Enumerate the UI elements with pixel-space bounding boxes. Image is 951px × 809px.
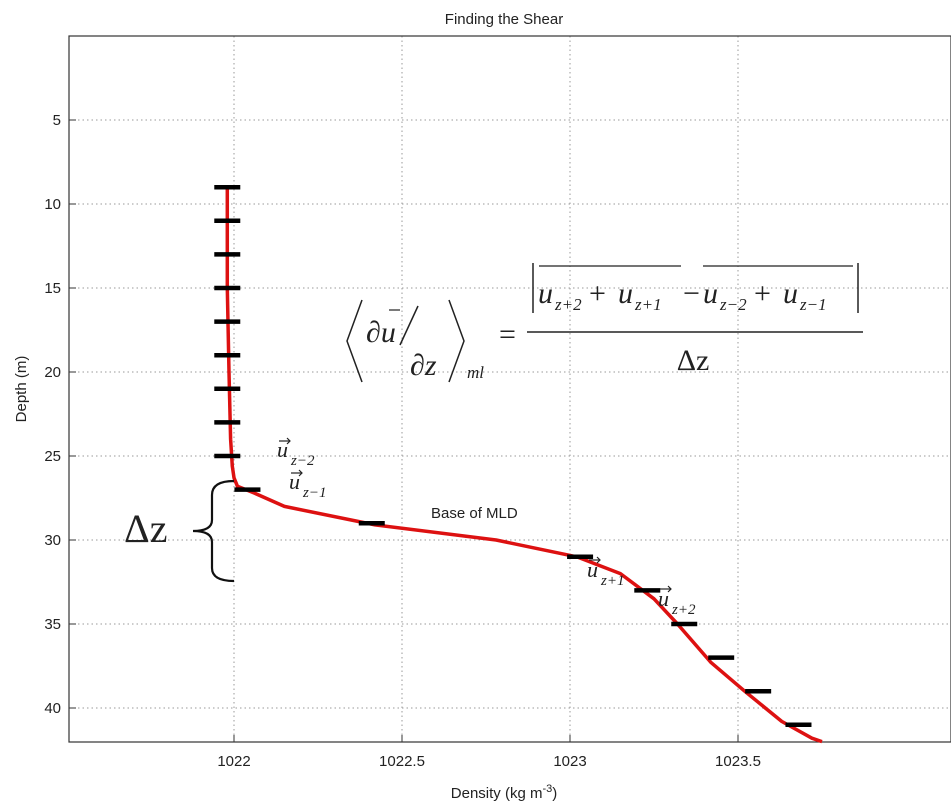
vector-arrowhead-icon [596,556,601,564]
annotation-u-z-plus2: u z+2 [658,585,696,618]
y-tick-label: 15 [44,280,61,297]
chart-title: Finding the Shear [445,11,563,28]
u-label: u [289,469,300,494]
annotation-u-z-minus1: u z−1 [289,469,326,501]
u-subscript: z+2 [671,602,696,618]
shear-formula: ∂u ∂z ml = u z+2 + u z+1 − u z−2 + u z−1… [346,263,863,383]
formula-term1: u [538,277,553,310]
vector-arrowhead-icon [298,469,303,477]
y-tick-label: 40 [44,700,61,717]
y-tick-label: 5 [53,112,61,129]
formula-equals: = [499,318,516,351]
base-of-mld-label: Base of MLD [431,505,518,522]
x-axis-title-text: Density (kg m [451,785,543,802]
formula-lhs-denominator: ∂z [410,349,437,382]
y-tick-label: 25 [44,448,61,465]
right-angle-bracket-icon [448,299,465,383]
formula-lhs-subscript: ml [467,363,484,382]
formula-term3-sub: z−2 [719,295,747,314]
plot-frame [68,35,951,743]
y-tick-label: 30 [44,532,61,549]
slash-icon [399,305,419,346]
y-tick-label: 10 [44,196,61,213]
u-subscript: z+1 [600,573,624,589]
x-ticks: 1022 1022.5 1023 1023.5 [217,735,761,770]
y-axis-title: Depth (m) [13,356,30,423]
formula-term4: u [783,277,798,310]
x-tick-label: 1022.5 [379,753,425,770]
x-axis-title-sup: -3 [542,783,552,795]
x-axis-title-close: ) [552,785,557,802]
formula-term4-sub: z−1 [799,295,827,314]
x-tick-label: 1023 [553,753,586,770]
formula-plus1: + [589,277,606,310]
formula-term1-sub: z+2 [554,295,582,314]
x-axis-title: Density (kg m-3) [451,783,557,802]
x-tick-label: 1022 [217,753,250,770]
delta-z-label: Δz [124,506,167,551]
formula-plus2: + [754,277,771,310]
u-label: u [587,557,598,582]
grid-lines [69,36,951,742]
u-subscript: z−1 [302,485,326,501]
vector-arrowhead-icon [286,437,291,445]
annotation-u-z-plus1: u z+1 [587,556,624,589]
formula-term2-sub: z+1 [634,295,662,314]
vector-arrowhead-icon [667,585,672,593]
x-tick-label: 1023.5 [715,753,761,770]
formula-denominator: Δz [677,344,710,377]
formula-minus: − [683,277,700,310]
formula-term2: u [618,277,633,310]
depth-markers [214,184,812,728]
formula-lhs-numerator: ∂u [366,316,396,349]
formula-term3: u [703,277,718,310]
y-ticks: 5 10 15 20 25 30 35 40 [44,112,76,717]
series-line [225,187,823,744]
u-label: u [277,437,288,462]
u-label: u [658,586,669,611]
u-subscript: z−2 [290,453,315,469]
y-tick-label: 20 [44,364,61,381]
curly-brace-icon [192,479,235,583]
y-tick-label: 35 [44,616,61,633]
left-angle-bracket-icon [346,299,363,383]
annotation-u-z-minus2: u z−2 [277,437,315,469]
